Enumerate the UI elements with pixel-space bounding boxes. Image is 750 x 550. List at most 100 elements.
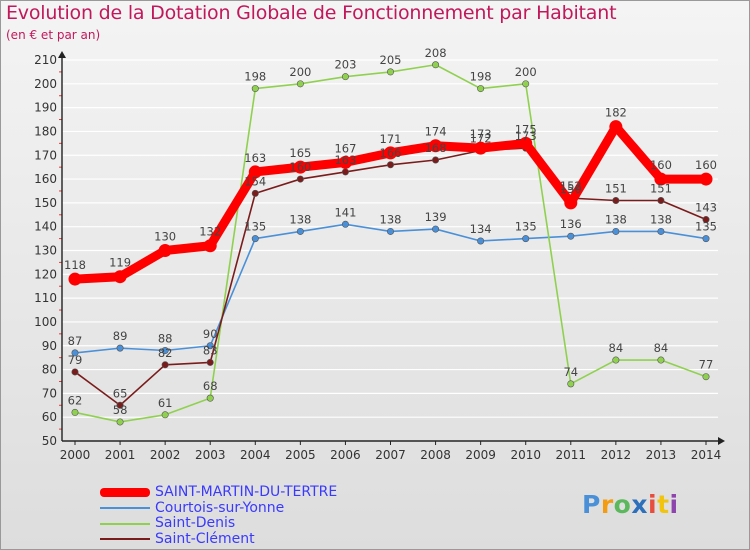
data-label: 77 — [699, 358, 714, 372]
x-tick-label: 2009 — [465, 448, 496, 462]
legend-swatch — [100, 507, 150, 510]
data-label: 173 — [515, 129, 537, 143]
y-tick-label: 130 — [34, 244, 57, 258]
data-label: 118 — [64, 258, 86, 272]
data-point — [522, 80, 530, 88]
data-point — [477, 85, 485, 93]
data-label: 160 — [289, 160, 311, 174]
data-point — [296, 227, 304, 235]
data-point — [567, 232, 575, 240]
data-point — [206, 394, 214, 402]
data-label: 132 — [199, 225, 221, 239]
y-tick-label: 140 — [34, 220, 57, 234]
data-label: 135 — [515, 220, 537, 234]
data-point — [612, 196, 620, 204]
data-label: 87 — [68, 334, 83, 348]
legend-label: Saint-Denis — [155, 515, 236, 531]
data-point — [612, 227, 620, 235]
data-label: 182 — [605, 106, 627, 120]
logo-letter: x — [631, 490, 648, 519]
data-point — [386, 227, 394, 235]
data-label: 160 — [650, 158, 672, 172]
data-label: 200 — [515, 65, 537, 79]
x-tick-label: 2013 — [646, 448, 677, 462]
legend-label: Saint-Clément — [155, 530, 255, 547]
data-label: 166 — [380, 146, 402, 160]
data-label: 172 — [470, 131, 492, 145]
data-label: 88 — [158, 332, 173, 346]
data-label: 141 — [334, 205, 356, 219]
y-tick-label: 200 — [34, 77, 57, 91]
x-tick-label: 2000 — [60, 448, 91, 462]
data-label: 135 — [695, 220, 717, 234]
data-label: 200 — [289, 65, 311, 79]
y-axis-arrow — [58, 51, 66, 58]
data-point — [477, 237, 485, 245]
legend-label: SAINT-MARTIN-DU-TERTRE — [155, 484, 338, 500]
data-point — [248, 165, 262, 179]
data-point — [702, 235, 710, 243]
data-label: 143 — [695, 201, 717, 215]
data-point — [519, 136, 533, 150]
data-point — [158, 244, 172, 257]
y-tick-label: 80 — [42, 363, 57, 377]
data-point — [657, 196, 665, 204]
data-label: 173 — [470, 127, 492, 141]
data-point — [296, 175, 304, 183]
logo-letter: P — [582, 490, 601, 519]
data-label: 58 — [113, 403, 128, 417]
data-label: 138 — [380, 212, 402, 226]
data-point — [71, 349, 79, 357]
data-label: 119 — [109, 256, 131, 270]
data-point — [609, 120, 623, 134]
data-point — [699, 172, 713, 186]
data-point — [384, 146, 397, 160]
data-point — [657, 356, 665, 364]
data-label: 138 — [289, 212, 311, 226]
data-label: 82 — [158, 346, 173, 360]
data-point — [293, 160, 307, 174]
data-label: 62 — [68, 393, 83, 407]
data-label: 136 — [560, 217, 582, 231]
data-point — [702, 216, 710, 224]
data-label: 198 — [470, 70, 492, 84]
data-label: 84 — [609, 341, 624, 355]
y-tick-label: 90 — [42, 339, 57, 353]
data-point — [702, 373, 710, 381]
data-label: 160 — [695, 158, 717, 172]
data-point — [432, 61, 440, 69]
data-point — [522, 235, 530, 243]
data-point — [116, 418, 124, 426]
legend-swatch — [100, 488, 150, 498]
data-label: 139 — [425, 210, 447, 224]
data-point — [251, 235, 259, 243]
data-label: 138 — [605, 212, 627, 226]
x-tick-label: 2003 — [195, 448, 226, 462]
data-label: 151 — [605, 181, 627, 195]
y-tick-label: 210 — [34, 53, 57, 67]
data-point — [203, 239, 217, 253]
data-label: 130 — [154, 230, 176, 244]
data-label: 163 — [334, 153, 356, 167]
data-label: 203 — [334, 58, 356, 72]
data-label: 138 — [650, 212, 672, 226]
x-tick-label: 2010 — [510, 448, 541, 462]
legend-label: Courtois-sur-Yonne — [155, 499, 285, 516]
logo-letter: i — [669, 490, 679, 519]
data-point — [113, 270, 127, 284]
data-point — [432, 156, 440, 164]
data-label: 168 — [425, 141, 447, 155]
logo-letter: o — [613, 490, 632, 519]
data-label: 152 — [560, 179, 582, 193]
data-label: 74 — [563, 365, 578, 379]
data-point — [657, 227, 665, 235]
data-point — [206, 358, 214, 366]
y-tick-label: 50 — [42, 434, 57, 448]
data-label: 175 — [515, 122, 537, 136]
data-label: 65 — [113, 386, 128, 400]
y-tick-label: 120 — [34, 267, 57, 281]
data-point — [68, 272, 82, 286]
data-point — [341, 168, 349, 176]
chart-subtitle: (en € et par an) — [6, 28, 101, 42]
